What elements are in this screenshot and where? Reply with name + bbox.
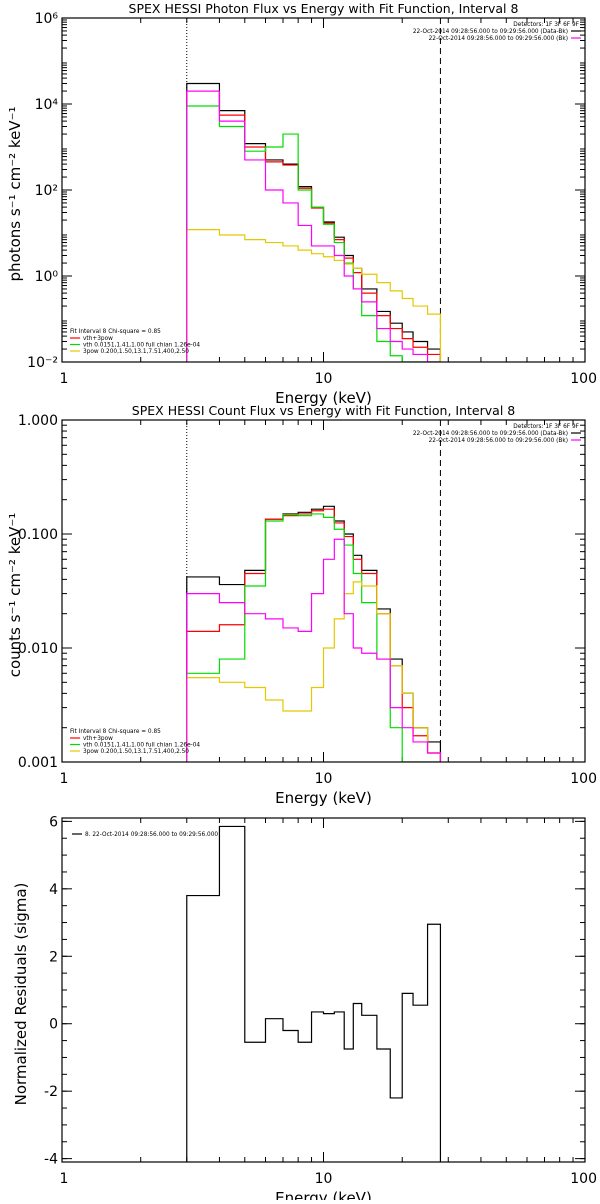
legend-left-label: 8. 22-Oct-2014 09:28:56.000 to 09:29:56.… [85, 832, 218, 838]
plot-frame [61, 17, 586, 363]
chart-title: SPEX HESSI Count Flux vs Energy with Fit… [132, 403, 515, 418]
legend-right-label: 22-Oct-2014 09:28:56.000 to 09:29:56.000… [429, 36, 568, 42]
x-axis-label: Energy (keV) [275, 389, 372, 407]
legend-left-label: vth 0.0151,1.41,1.00 full chian 1.26e-04 [83, 743, 200, 749]
chart-title: SPEX HESSI Photon Flux vs Energy with Fi… [129, 1, 519, 16]
legend-left-label: vth 0.0151,1.41,1.00 full chian 1.26e-04 [83, 343, 200, 349]
y-tick-label: 0.100 [18, 527, 58, 543]
y-tick-label: 10⁻² [27, 355, 58, 371]
series-line [186, 825, 442, 1162]
fit-header: Fit Interval 8 Chi-square = 0.85 [70, 329, 161, 335]
fit-header: Fit Interval 8 Chi-square = 0.85 [70, 729, 161, 735]
y-tick-label: 10⁰ [35, 269, 59, 285]
series-line [186, 229, 442, 362]
series-line [186, 105, 441, 362]
series-line [186, 90, 442, 362]
x-tick-label: 1 [60, 371, 69, 387]
y-tick-label: 0.010 [18, 641, 58, 657]
legend-left-label: vth+3pow [83, 736, 113, 742]
x-axis-label: Energy (keV) [275, 789, 372, 807]
x-tick-label: 1 [60, 1171, 69, 1187]
x-axis-label: Energy (keV) [275, 1189, 372, 1200]
y-tick-label: 0.001 [18, 755, 58, 771]
detectors-label: Detectors: 1F 3F 6F 9F [513, 22, 579, 28]
x-tick-label: 100 [570, 371, 597, 387]
legend-right-label: 22-Oct-2014 09:28:56.000 to 09:29:56.000… [413, 431, 568, 437]
y-tick-label: 1.000 [18, 413, 58, 429]
x-tick-label: 10 [315, 771, 333, 787]
series-line [186, 581, 442, 762]
y-tick-label: 10⁴ [35, 97, 59, 113]
x-tick-label: 100 [570, 771, 597, 787]
legend-left-label: 3pow 0.200,1.50,13.1,7.51,400,2.50 [83, 749, 189, 755]
legend-left-label: 3pow 0.200,1.50,13.1,7.51,400,2.50 [83, 349, 189, 355]
series-line [186, 538, 442, 762]
y-axis-label: counts s⁻¹ cm⁻² keV⁻¹ [6, 513, 24, 678]
x-tick-label: 10 [315, 371, 333, 387]
detectors-label: Detectors: 1F 3F 6F 9F [513, 424, 579, 430]
y-tick-label: -2 [44, 1084, 58, 1100]
y-tick-label: 6 [49, 814, 58, 830]
series-line [186, 508, 442, 762]
y-tick-label: 2 [49, 949, 58, 965]
series-line [186, 90, 441, 362]
y-tick-label: -4 [44, 1152, 58, 1168]
x-tick-label: 1 [60, 771, 69, 787]
legend-right-label: 22-Oct-2014 09:28:56.000 to 09:29:56.000… [413, 29, 568, 35]
x-tick-label: 10 [315, 1171, 333, 1187]
plot-frame [61, 817, 586, 1163]
y-tick-label: 0 [49, 1017, 58, 1033]
x-tick-label: 100 [570, 1171, 597, 1187]
y-axis-label: photons s⁻¹ cm⁻² keV⁻¹ [6, 107, 24, 282]
plot-frame [61, 419, 586, 763]
y-tick-label: 10⁶ [35, 11, 59, 27]
legend-left-label: vth+3pow [83, 336, 113, 342]
y-tick-label: 4 [49, 882, 58, 898]
y-axis-label: Normalized Residuals (sigma) [12, 883, 30, 1106]
series-line [186, 82, 442, 362]
legend-right-label: 22-Oct-2014 09:28:56.000 to 09:29:56.000… [429, 438, 568, 444]
y-tick-label: 10² [35, 183, 58, 199]
